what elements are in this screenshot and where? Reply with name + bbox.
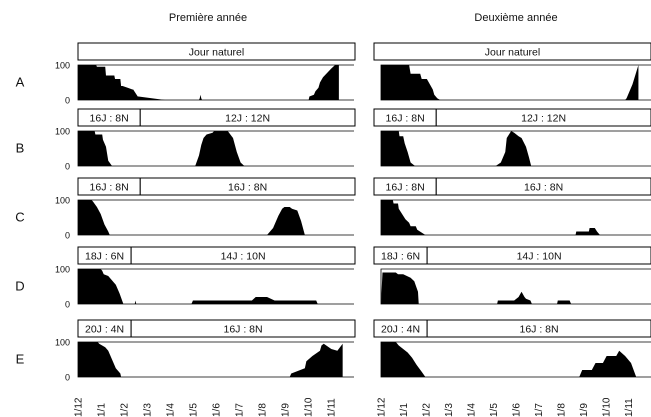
photoperiod-banner [139, 108, 356, 127]
photoperiod-label: 20J : 4N [381, 324, 420, 336]
photoperiod-label: 16J : 8N [90, 113, 129, 125]
y-tick-label: 0 [65, 231, 70, 241]
area-series [381, 272, 639, 304]
x-tick-label: 1/3 [142, 403, 153, 417]
x-tick-label: 1/9 [579, 403, 590, 417]
photoperiod-banner [373, 42, 651, 61]
area-series [381, 200, 639, 235]
panel-b-year2: 16J : 8N 12J : 12N [373, 108, 651, 167]
x-tick-label: 1/4 [466, 403, 477, 417]
x-tick-label: 1/12 [73, 397, 84, 417]
x-tick-label: 1/1 [96, 403, 107, 417]
photoperiod-label: 14J : 10N [517, 251, 562, 263]
photoperiod-label: 16J : 8N [90, 182, 129, 194]
photoperiod-label: 16J : 8N [224, 324, 263, 336]
y-tick-label: 100 [55, 338, 70, 348]
row-label-c: C [15, 210, 24, 225]
x-tick-label: 1/10 [601, 397, 612, 417]
x-tick-label: 1/7 [234, 403, 245, 417]
panel-b-year1: 16J : 8N 12J : 12N 0 100 [55, 108, 356, 172]
x-tick-label: 1/10 [303, 397, 314, 417]
area-series [78, 200, 342, 235]
photoperiod-label: 12J : 12N [521, 113, 566, 125]
y-tick-label: 0 [65, 96, 70, 106]
area-series [78, 342, 343, 377]
photoperiod-label: 16J : 8N [228, 182, 267, 194]
photoperiod-label: Jour naturel [485, 47, 540, 59]
photoperiod-label: 16J : 8N [386, 182, 425, 194]
panel-a-year2: Jour naturel [373, 42, 651, 101]
panel-d-year2: 18J : 6N 14J : 10N [373, 246, 651, 305]
column-title-year1: Première année [169, 12, 247, 24]
photoperiod-label: 16J : 8N [386, 113, 425, 125]
photoperiod-banner [77, 42, 356, 61]
plot-frame [77, 199, 354, 236]
x-tick-label: 1/3 [444, 403, 455, 417]
x-tick-label: 1/4 [165, 403, 176, 417]
panel-a-year1: Jour naturel 0 100 [55, 42, 356, 106]
y-tick-label: 0 [65, 162, 70, 172]
photoperiod-label: Jour naturel [189, 47, 244, 59]
panel-e-year1: 20J : 4N 16J : 8N 0 100 [55, 319, 356, 383]
photoperiod-banner [130, 246, 356, 265]
photoperiod-banner [139, 177, 356, 196]
photoperiod-label: 16J : 8N [520, 324, 559, 336]
x-tick-label: 1/8 [257, 403, 268, 417]
panel-e-year2: 20J : 4N 16J : 8N [373, 319, 651, 378]
x-axis-ticks: 1/12 1/1 1/2 1/3 1/4 1/5 1/6 1/7 1/8 1/9 1/10 1/11 1… [73, 397, 634, 417]
row-label-b: B [16, 141, 25, 156]
photoperiod-label: 18J : 6N [85, 251, 124, 263]
x-tick-label: 1/2 [421, 403, 432, 417]
photoperiod-banner [130, 319, 356, 338]
area-series [381, 131, 639, 166]
x-tick-label: 1/12 [376, 397, 387, 417]
area-series [78, 269, 336, 304]
y-tick-label: 100 [55, 196, 70, 206]
area-series [78, 131, 339, 166]
panel-c-year1: 16J : 8N 16J : 8N 0 100 [55, 177, 356, 241]
panel-d-year1: 18J : 6N 14J : 10N 0 100 [55, 246, 356, 310]
area-series [78, 65, 339, 100]
row-label-d: D [15, 279, 24, 294]
y-tick-label: 100 [55, 265, 70, 275]
photoperiod-label: 20J : 4N [85, 324, 124, 336]
area-series [381, 342, 637, 377]
panels-group: Jour naturel 0 100 Jour naturel 16J : 8N 12J … [15, 42, 651, 383]
x-tick-label: 1/8 [556, 403, 567, 417]
photoperiod-banner [435, 108, 651, 127]
x-tick-label: 1/5 [489, 403, 500, 417]
x-tick-label: 1/2 [119, 403, 130, 417]
y-tick-label: 0 [65, 300, 70, 310]
photoperiod-label: 14J : 10N [221, 251, 266, 263]
x-tick-label: 1/6 [511, 403, 522, 417]
y-tick-label: 0 [65, 373, 70, 383]
x-tick-label: 1/1 [399, 403, 410, 417]
photoperiod-banner [426, 319, 651, 338]
photoperiod-banner [426, 246, 651, 265]
x-tick-label: 1/7 [534, 403, 545, 417]
x-tick-label: 1/5 [188, 403, 199, 417]
row-label-e: E [16, 352, 25, 367]
panel-c-year2: 16J : 8N 16J : 8N [373, 177, 651, 236]
photoperiod-label: 18J : 6N [381, 251, 420, 263]
area-series [381, 65, 639, 100]
photoperiod-label: 12J : 12N [225, 113, 270, 125]
photoperiod-banner [435, 177, 651, 196]
x-tick-label: 1/11 [326, 398, 337, 417]
x-tick-label: 1/6 [211, 403, 222, 417]
row-label-a: A [16, 75, 25, 90]
x-tick-label: 1/9 [280, 403, 291, 417]
column-title-year2: Deuxième année [474, 12, 557, 24]
plot-frame [380, 268, 651, 305]
plot-frame [380, 199, 651, 236]
photoperiod-label: 16J : 8N [524, 182, 563, 194]
y-tick-label: 100 [55, 127, 70, 137]
x-tick-label: 1/11 [624, 398, 635, 417]
y-tick-label: 100 [55, 61, 70, 71]
